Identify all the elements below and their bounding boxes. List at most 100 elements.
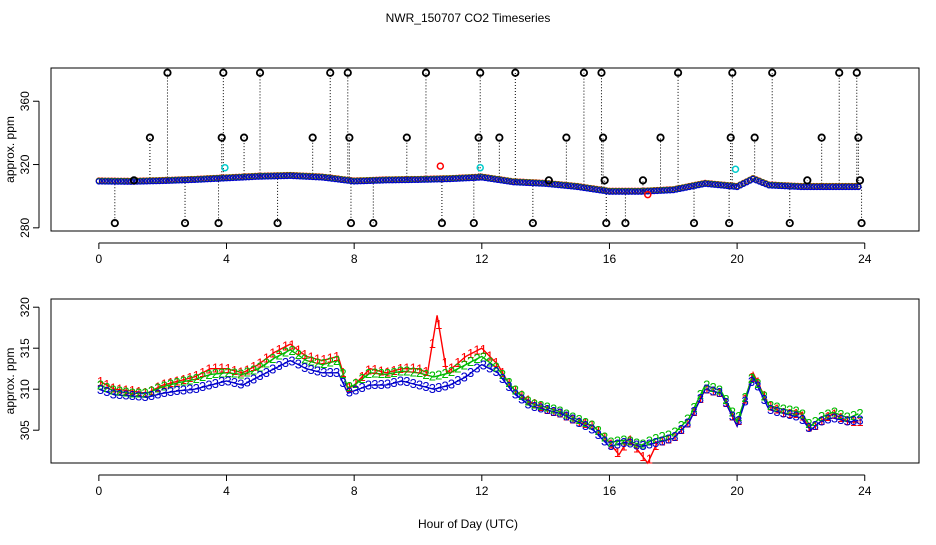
baseline-point [283,172,291,180]
baseline-point [245,173,253,181]
baseline-point [753,177,760,184]
baseline-point [223,175,230,182]
y-tick-label: 305 [18,420,32,440]
series-point-1: 1 [435,317,442,332]
baseline-point [532,180,540,187]
series-point-2: 2 [359,371,366,386]
series-point-1: 1 [359,369,366,384]
series-point-1: 1 [780,405,787,420]
baseline-point [236,174,243,181]
series-point-3: 3 [850,413,857,428]
series-point-1: 1 [288,337,295,352]
baseline-point [634,188,642,195]
series-point-2: 2 [454,361,461,376]
series-point-3: 3 [199,379,206,394]
series-point-2: 2 [799,406,806,421]
series-point-2: 2 [403,364,410,379]
outlier-marker [217,133,226,142]
series-point-1: 1 [556,405,563,420]
series-point-2: 2 [601,430,608,445]
series-point-2: 2 [786,402,793,417]
baseline-point [462,175,470,182]
baseline-point [842,183,849,191]
baseline-point [855,183,862,191]
baseline-point [481,174,489,182]
series-point-1: 1 [761,388,768,403]
series-point-2: 2 [333,353,340,368]
outlier-marker [343,68,352,77]
baseline-point [443,175,450,183]
series-point-1: 1 [186,370,193,385]
series-point-1: 1 [754,375,761,390]
baseline-point [654,187,661,195]
series-point-3: 3 [384,377,391,392]
baseline-point [756,178,763,185]
series-point-3: 3 [333,365,340,380]
baseline-point [721,182,728,189]
series-point-2: 2 [684,412,691,427]
series-point-3: 3 [658,433,665,448]
series-point-3: 3 [224,373,231,388]
series-point-3: 3 [173,383,180,398]
series-point-2: 2 [697,387,704,402]
baseline-point [386,177,393,184]
series-point-3: 3 [512,387,519,402]
baseline-point [446,175,454,183]
series-point-3: 3 [129,388,136,403]
baseline-point [95,178,103,185]
baseline-point [851,183,859,191]
baseline-point [306,173,313,180]
baseline-point [389,176,396,184]
x-tick-label: 24 [858,252,872,266]
baseline-point [382,177,390,184]
series-point-2: 2 [716,382,723,397]
series-point-1: 1 [250,359,257,374]
baseline-point [379,177,387,184]
series-point-2: 2 [627,434,634,449]
baseline-point [510,178,517,186]
baseline-point [832,183,840,191]
series-point-2: 2 [448,364,455,379]
series-point-1: 1 [812,418,819,433]
series-point-3: 3 [180,382,187,397]
series-point-1: 1 [550,404,557,419]
series-point-3: 3 [576,415,583,430]
baseline-point [264,173,272,180]
series-point-1: 1 [773,402,780,417]
baseline-point [701,180,709,187]
series-point-1: 1 [576,414,583,429]
series-point-1: 1 [856,414,863,429]
baseline-point [465,174,473,182]
series-point-3: 3 [646,437,653,452]
baseline-point [826,183,833,191]
series-point-1: 1 [690,404,697,419]
series-point-2: 2 [256,360,263,375]
series-point-3: 3 [135,389,142,404]
series-point-3: 3 [422,379,429,394]
y-axis-label: approx. ppm [3,348,17,415]
baseline-point [529,179,537,187]
baseline-point [312,173,320,181]
baseline-point [781,182,789,190]
baseline-point [232,174,240,181]
baseline-point [197,176,205,183]
series-point-1: 1 [493,355,500,370]
series-point-2: 2 [429,368,436,383]
series-point-3: 3 [314,364,321,379]
series-point-2: 2 [390,365,397,380]
series-point-2: 2 [301,351,308,366]
baseline-point [638,188,645,195]
series-point-3: 3 [480,357,487,372]
baseline-point [188,176,195,184]
baseline-point [290,172,297,180]
series-point-3: 3 [569,412,576,427]
baseline-point [98,178,106,185]
series-point-1: 1 [218,361,225,376]
x-tick-label: 4 [223,484,230,498]
series-point-1: 1 [256,355,263,370]
series-point-2: 2 [173,375,180,390]
baseline-point [650,187,658,195]
series-point-1: 1 [416,361,423,376]
baseline-point [121,178,128,185]
series-point-1: 1 [710,383,717,398]
